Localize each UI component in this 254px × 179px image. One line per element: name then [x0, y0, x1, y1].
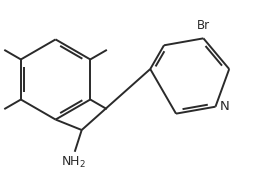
Text: NH$_2$: NH$_2$ [60, 155, 86, 170]
Text: Br: Br [197, 19, 210, 32]
Text: N: N [220, 100, 230, 113]
